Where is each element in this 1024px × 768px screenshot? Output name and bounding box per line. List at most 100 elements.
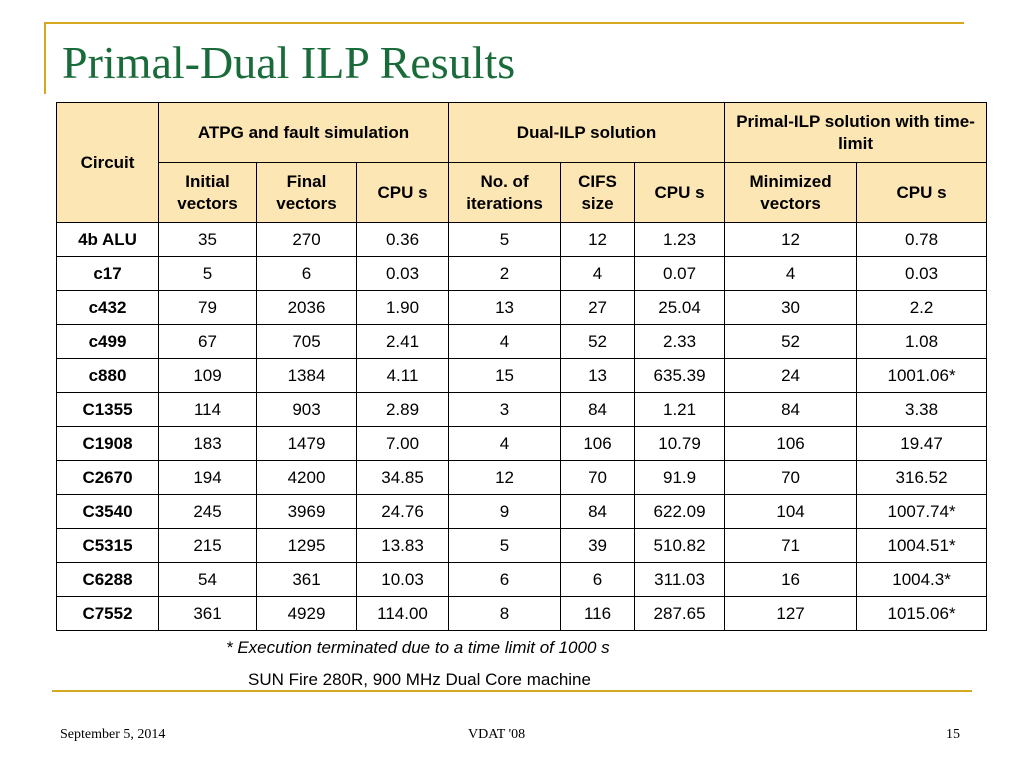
circuit-name-cell: C1355 [56,392,159,427]
table-cell: 6 [256,256,357,291]
table-cell: 1.23 [634,222,726,257]
subheader-cell: CPU s [856,162,988,223]
table-body: 4b ALU 35 270 0.36 5 12 1.23 12 0.78 c17 5 6 0.03 2 4 0… [56,222,988,631]
circuit-name-cell: C6288 [56,562,159,597]
table-cell: 84 [560,494,636,529]
circuit-name-cell: 4b ALU [56,222,159,257]
table-cell: 311.03 [634,562,726,597]
table-cell: 2.2 [856,290,988,325]
table-cell: 127 [724,596,858,631]
table-cell: 67 [158,324,257,359]
table-cell: 25.04 [634,290,726,325]
circuit-name-cell: c432 [56,290,159,325]
header-primal-ilp: Primal-ILP solution with time-limit [724,102,988,163]
table-row: C6288 54 361 10.03 6 6 311.03 16 1004.3* [56,562,988,597]
table-cell: 3969 [256,494,357,529]
table-cell: 116 [560,596,636,631]
circuit-name-cell: C2670 [56,460,159,495]
table-cell: 2 [448,256,562,291]
table-cell: 2.33 [634,324,726,359]
circuit-name-cell: C3540 [56,494,159,529]
table-cell: 24.76 [355,494,450,529]
table-cell: 70 [560,460,636,495]
table-row: C5315 215 1295 13.83 5 39 510.82 71 1004.51* [56,528,988,563]
table-cell: 109 [158,358,257,393]
table-cell: 361 [256,562,357,597]
table-cell: 4 [448,426,562,461]
table-cell: 183 [158,426,257,461]
table-cell: 34.85 [355,460,450,495]
table-cell: 8 [448,596,562,631]
subheader-cell: No. of iterations [448,162,562,223]
table-cell: 24 [724,358,858,393]
table-cell: 194 [158,460,257,495]
table-cell: 52 [724,324,858,359]
table-cell: 114.00 [355,596,450,631]
table-cell: 287.65 [634,596,726,631]
table-cell: 245 [158,494,257,529]
header-dual-ilp: Dual-ILP solution [448,102,726,163]
table-cell: 52 [560,324,636,359]
table-cell: 5 [158,256,257,291]
table-cell: 30 [724,290,858,325]
table-row: C3540 245 3969 24.76 9 84 622.09 104 1007.74* [56,494,988,529]
table-cell: 70 [724,460,858,495]
table-cell: 19.47 [856,426,988,461]
table-cell: 13 [448,290,562,325]
table-row: c499 67 705 2.41 4 52 2.33 52 1.08 [56,324,988,359]
table-cell: 12 [448,460,562,495]
table-cell: 1479 [256,426,357,461]
table-cell: 15 [448,358,562,393]
table-cell: 4 [724,256,858,291]
table-cell: 1384 [256,358,357,393]
subheader-cell: Initial vectors [158,162,257,223]
left-rule [44,22,46,94]
slide-title: Primal-Dual ILP Results [62,37,516,88]
table-cell: 3.38 [856,392,988,427]
table-cell: 1.08 [856,324,988,359]
table-cell: 104 [724,494,858,529]
header-atpg: ATPG and fault simulation [157,102,450,163]
table-cell: 84 [560,392,636,427]
table-cell: 2.89 [355,392,450,427]
table-cell: 13.83 [355,528,450,563]
table-cell: 39 [560,528,636,563]
table-cell: 635.39 [634,358,726,393]
table-cell: 5 [448,222,562,257]
table-cell: 270 [256,222,357,257]
table-cell: 1004.51* [856,528,988,563]
table-row: 4b ALU 35 270 0.36 5 12 1.23 12 0.78 [56,222,988,257]
table-cell: 9 [448,494,562,529]
header-circuit: Circuit [56,102,159,223]
table-cell: 114 [158,392,257,427]
table-cell: 12 [724,222,858,257]
table-cell: 2.41 [355,324,450,359]
table-cell: 10.03 [355,562,450,597]
table-cell: 54 [158,562,257,597]
table-cell: 0.03 [355,256,450,291]
table-cell: 622.09 [634,494,726,529]
table-cell: 1015.06* [856,596,988,631]
table-cell: 71 [724,528,858,563]
table-cell: 2036 [256,290,357,325]
subheader-cell: Final vectors [256,162,357,223]
execution-note: * Execution terminated due to a time lim… [226,638,610,657]
table-row: C7552 361 4929 114.00 8 116 287.65 127 1015.06* [56,596,988,631]
table-cell: 4929 [256,596,357,631]
table-row: C2670 194 4200 34.85 12 70 91.9 70 316.52 [56,460,988,495]
table-cell: 4 [448,324,562,359]
subheader-cell: Minimized vectors [724,162,858,223]
table-row: c432 79 2036 1.90 13 27 25.04 30 2.2 [56,290,988,325]
table-row: c880 109 1384 4.11 15 13 635.39 24 1001.06* [56,358,988,393]
footer-venue: VDAT '08 [468,727,526,742]
table-cell: 0.07 [634,256,726,291]
circuit-name-cell: C5315 [56,528,159,563]
table-cell: 4.11 [355,358,450,393]
subheader-cell: CPU s [355,162,450,223]
subheader-cell: CPU s [634,162,726,223]
table-cell: 1.90 [355,290,450,325]
table-cell: 3 [448,392,562,427]
machine-note: SUN Fire 280R, 900 MHz Dual Core machine [248,670,591,689]
table-cell: 106 [560,426,636,461]
table-cell: 705 [256,324,357,359]
